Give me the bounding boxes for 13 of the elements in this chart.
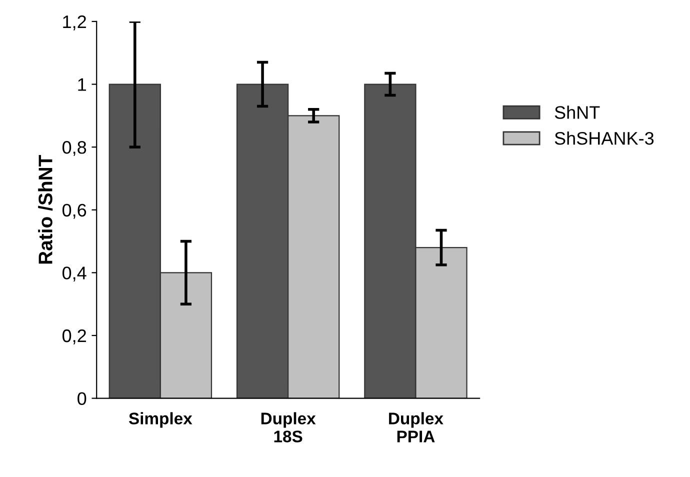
x-tick-label: Duplex 18S <box>261 412 316 442</box>
y-tick-label: 0,2 <box>62 329 86 344</box>
y-tick-label: 0,8 <box>62 141 86 156</box>
y-tick-label: 1 <box>78 78 86 91</box>
x-tick-label: Simplex <box>128 412 192 428</box>
legend-label: ShNT <box>554 106 600 119</box>
y-tick-label: 0,6 <box>62 204 86 219</box>
y-tick-label: 0 <box>78 392 86 406</box>
y-tick-label: 1,2 <box>63 15 86 30</box>
x-tick-label: Duplex PPIA <box>389 412 444 442</box>
legend-label: ShSHANK-3 <box>554 131 654 145</box>
y-tick-label: 0,4 <box>62 266 86 282</box>
y-axis-title: Ratio /ShNT <box>38 154 53 264</box>
